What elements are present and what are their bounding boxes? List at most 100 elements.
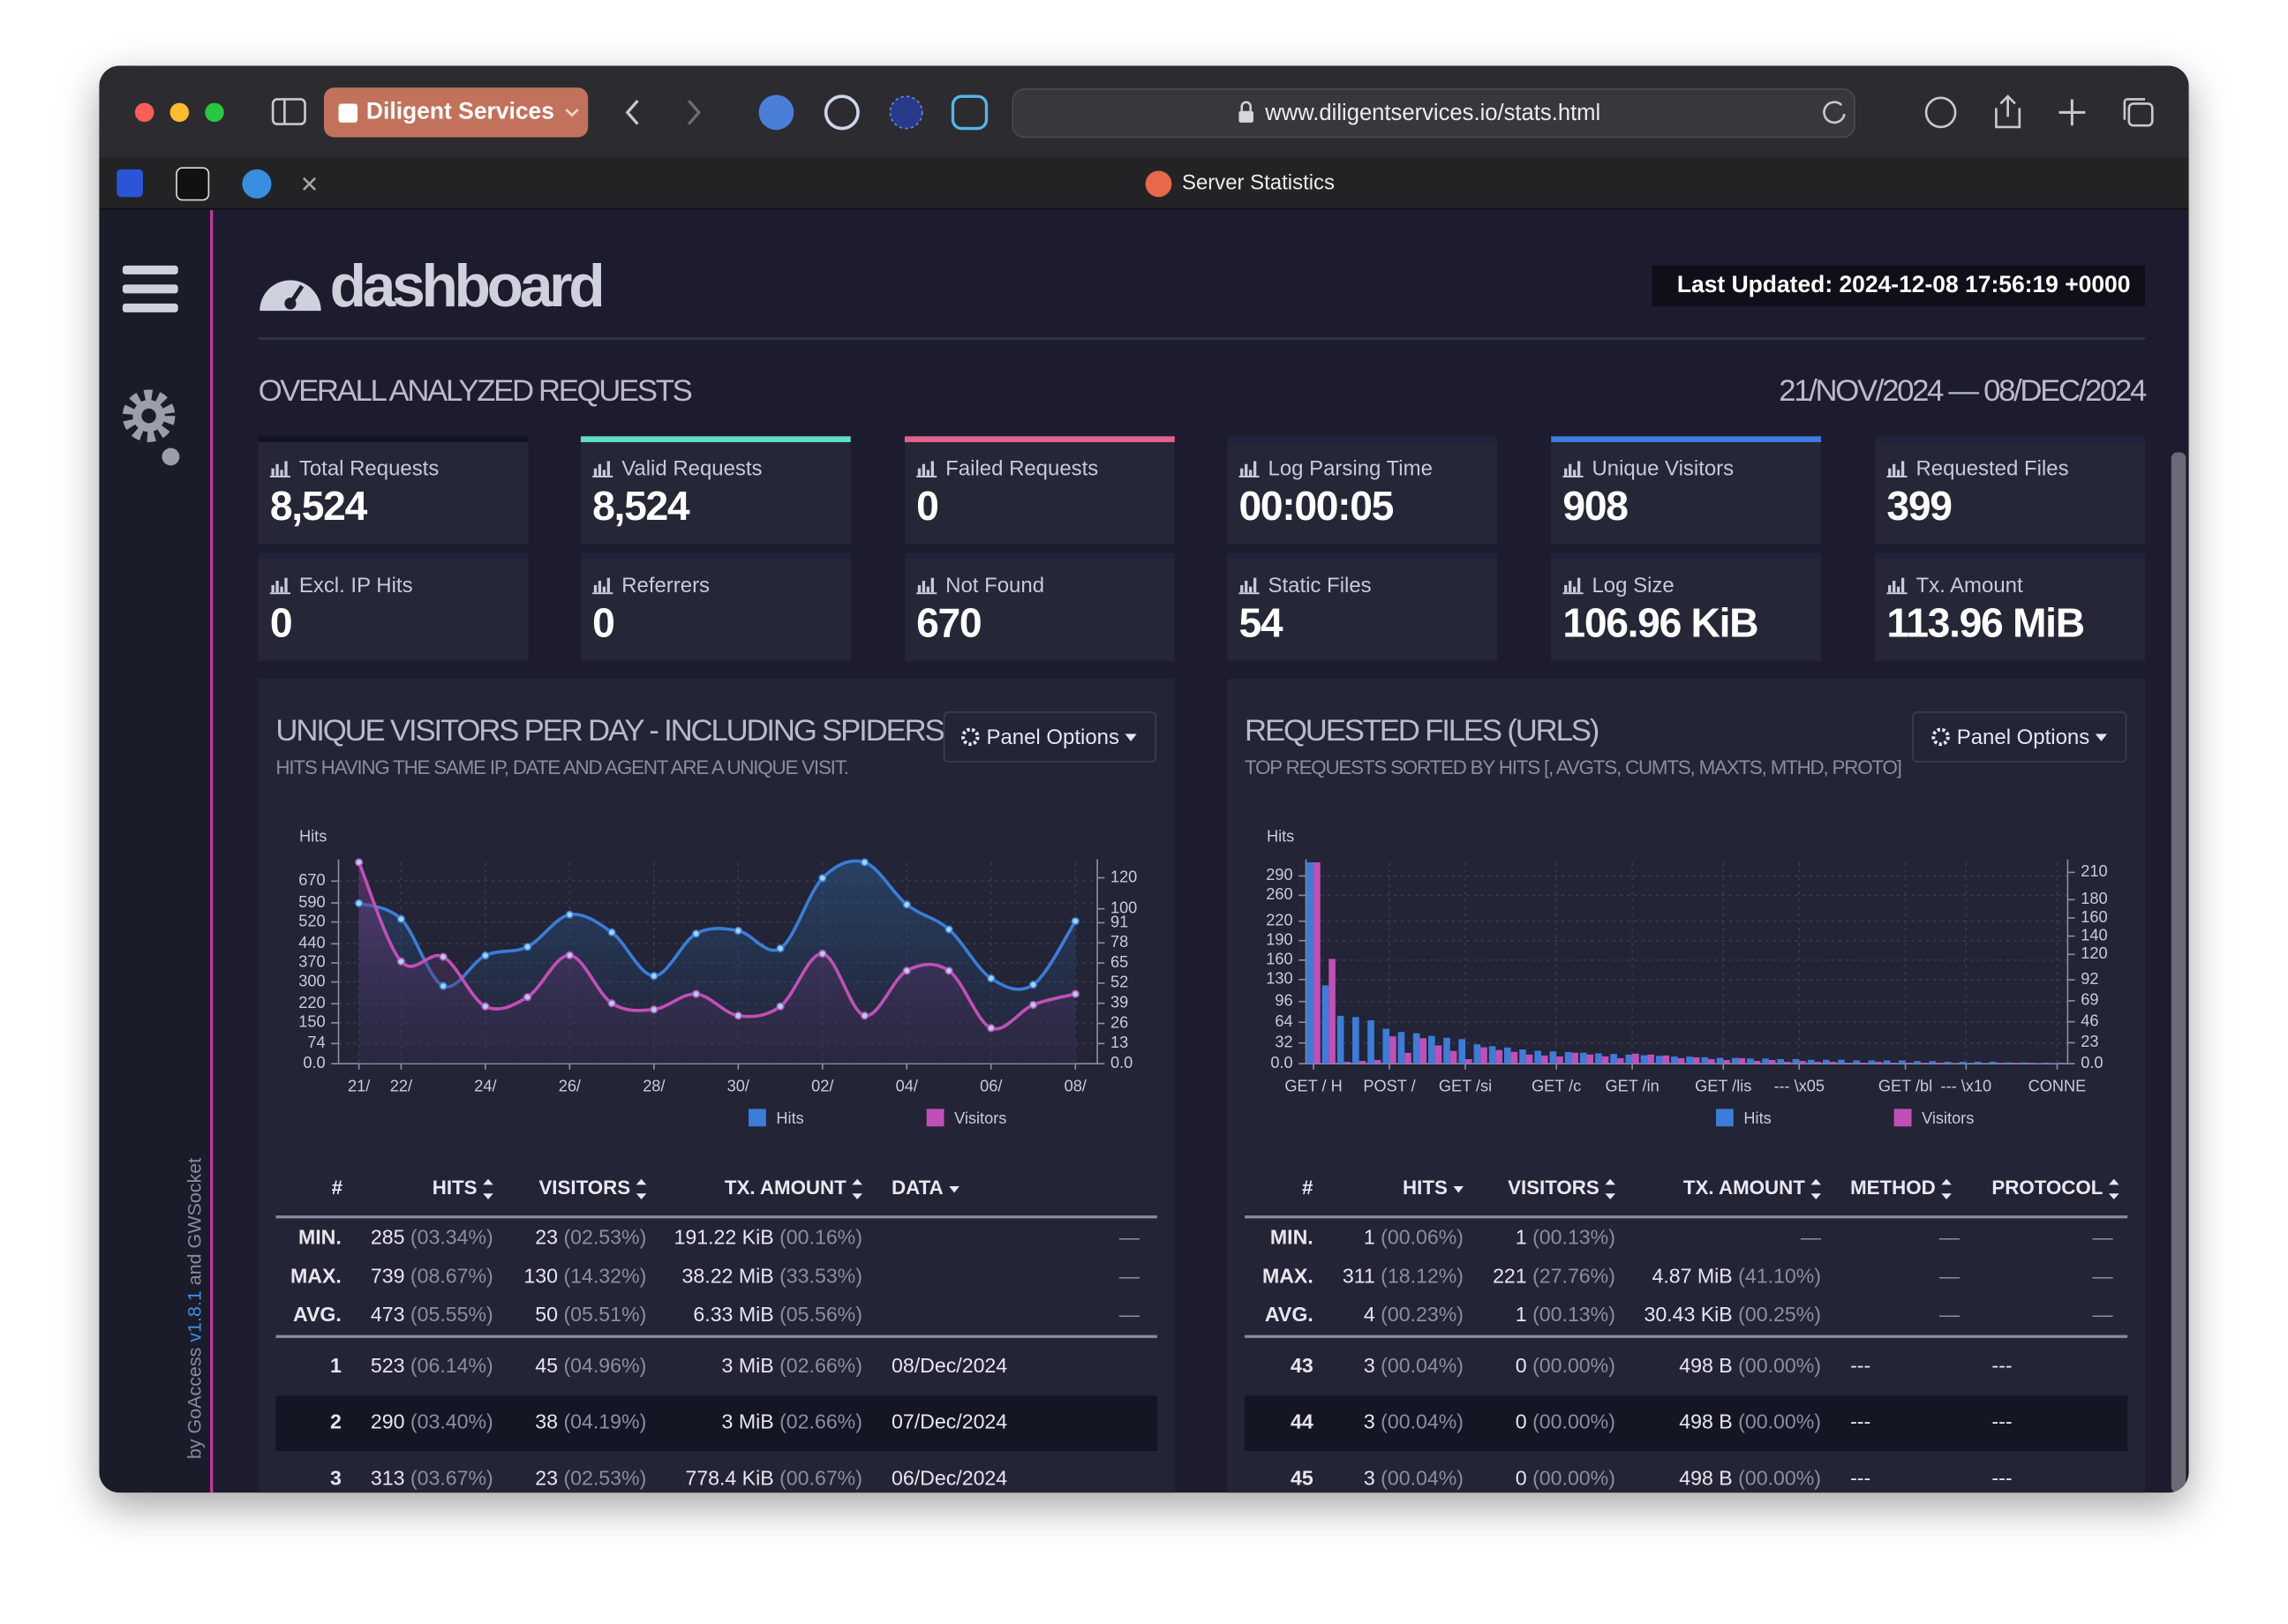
cell-value: 4.87 MiB	[1652, 1264, 1732, 1287]
bar	[1473, 1044, 1481, 1064]
table-cell: 0 (00.00%)	[1516, 1466, 1615, 1489]
icon-bar	[284, 461, 288, 476]
y-tick-label: 130	[1266, 970, 1292, 988]
x-tick-label: 28/	[643, 1077, 666, 1094]
column-header[interactable]: HITS	[1403, 1177, 1448, 1199]
point	[776, 1002, 785, 1011]
extension-password[interactable]	[824, 94, 860, 131]
cell-value: 498 B	[1679, 1466, 1732, 1489]
tab-overview-button[interactable]	[2123, 98, 2154, 127]
cell-value: 3	[1364, 1410, 1375, 1433]
legend-label: Visitors	[954, 1109, 1006, 1127]
bar	[1814, 1062, 1822, 1064]
sort-icon	[2108, 1178, 2119, 1199]
x-tick-label: CONNE	[2028, 1077, 2087, 1094]
tab-group-button[interactable]: Diligent Services	[323, 87, 589, 138]
bar	[2057, 1063, 2065, 1064]
y-tick-label: 670	[298, 871, 325, 889]
icon-bar	[284, 577, 288, 593]
column-header[interactable]: TX. AMOUNT	[1683, 1177, 1805, 1199]
sidebar-toggle[interactable]	[271, 98, 306, 125]
point	[734, 926, 742, 936]
pinned-tab-2[interactable]	[176, 167, 210, 201]
bar	[1625, 1054, 1633, 1064]
icon-bar	[917, 584, 922, 593]
table-cell: 498 B (00.00%)	[1679, 1354, 1821, 1377]
icon-bar	[598, 580, 602, 593]
column-header[interactable]: PROTOCOL	[1991, 1177, 2103, 1199]
cell-value: 498 B	[1679, 1354, 1732, 1377]
x-tick-label: GET /bl	[1878, 1077, 1932, 1094]
table-cell: ---	[1991, 1410, 2012, 1433]
y2-tick-label: 120	[1110, 868, 1137, 885]
address-bar[interactable]: www.diligentservices.io/stats.html	[1012, 88, 1855, 139]
extension-privacy[interactable]	[889, 95, 923, 130]
cell-value: 1	[1516, 1226, 1527, 1249]
table-cell: 523 (06.14%)	[371, 1354, 493, 1377]
bar	[2035, 1063, 2043, 1064]
y-tick-label: 220	[298, 994, 325, 1011]
line	[357, 861, 1076, 1031]
point	[776, 944, 785, 953]
y2-tick-label: 140	[2081, 926, 2107, 944]
close-button[interactable]	[134, 102, 154, 123]
cell-value: 4	[1364, 1303, 1375, 1326]
credit-version[interactable]: v1.8.1	[184, 1290, 205, 1342]
icon-bar	[275, 580, 279, 593]
new-tab-button[interactable]	[2058, 99, 2086, 126]
y-axis-label: Hits	[1267, 828, 1294, 846]
table-cell: 3 (00.04%)	[1364, 1466, 1464, 1489]
extension-grammar[interactable]	[951, 94, 989, 131]
minimize-button[interactable]	[169, 102, 190, 123]
card-value: 399	[1886, 483, 1952, 529]
tab-title[interactable]: Server Statistics	[1182, 171, 1335, 195]
icon-bar	[1569, 580, 1572, 593]
column-header[interactable]: TX. AMOUNT	[725, 1177, 847, 1199]
area	[358, 862, 1076, 1064]
scrollbar-thumb[interactable]	[2171, 452, 2186, 1493]
cell-value: 0	[1516, 1466, 1527, 1489]
column-header[interactable]: DATA	[892, 1177, 944, 1199]
bar	[1738, 1057, 1746, 1064]
column-header[interactable]: VISITORS	[1508, 1177, 1599, 1199]
cell-value: 285	[371, 1226, 405, 1249]
menu-button[interactable]	[122, 265, 178, 312]
x-tick-label: POST /	[1363, 1077, 1416, 1094]
bar	[1328, 959, 1336, 1064]
icon-bar	[602, 470, 606, 476]
bar	[1859, 1063, 1867, 1064]
share-button[interactable]	[1995, 94, 2021, 129]
column-header[interactable]: HITS	[433, 1177, 478, 1199]
cell-value: 38.22 MiB	[682, 1264, 774, 1287]
column-header[interactable]: METHOD	[1850, 1177, 1936, 1199]
panel-options-button[interactable]: Panel Options	[943, 710, 1157, 763]
window-content: Diligent Services www.diligentservices.i…	[99, 65, 2189, 1493]
cell-percent: (08.67%)	[410, 1264, 493, 1287]
summary-cell: —	[1119, 1264, 1140, 1287]
summary-cell: —	[1939, 1264, 1961, 1287]
zoom-button[interactable]	[205, 102, 224, 123]
close-tab[interactable]	[302, 177, 316, 191]
summary-cell: 1 (00.13%)	[1516, 1303, 1615, 1326]
card-value: 113.96 MiB	[1886, 599, 2083, 645]
card-accent	[1227, 553, 1498, 560]
legend-swatch	[926, 1109, 945, 1127]
icon-base	[269, 475, 290, 477]
extension-adblock[interactable]	[758, 94, 794, 131]
bar	[1586, 1054, 1594, 1064]
downloads-button[interactable]	[1924, 96, 1957, 129]
summary-cell: —	[1119, 1303, 1140, 1326]
point	[523, 993, 532, 1002]
forward-button[interactable]	[688, 100, 702, 125]
card-icon	[269, 461, 290, 477]
panel-options-button[interactable]: Panel Options	[1912, 710, 2127, 763]
x-tick-label: 08/	[1065, 1077, 1088, 1094]
bar	[2020, 1062, 2028, 1064]
pinned-tab-1[interactable]	[117, 169, 143, 198]
settings-button[interactable]	[122, 389, 180, 466]
column-header[interactable]: VISITORS	[538, 1177, 630, 1199]
back-button[interactable]	[625, 100, 639, 125]
icon-base	[269, 592, 290, 595]
pinned-tab-3[interactable]	[242, 169, 272, 199]
